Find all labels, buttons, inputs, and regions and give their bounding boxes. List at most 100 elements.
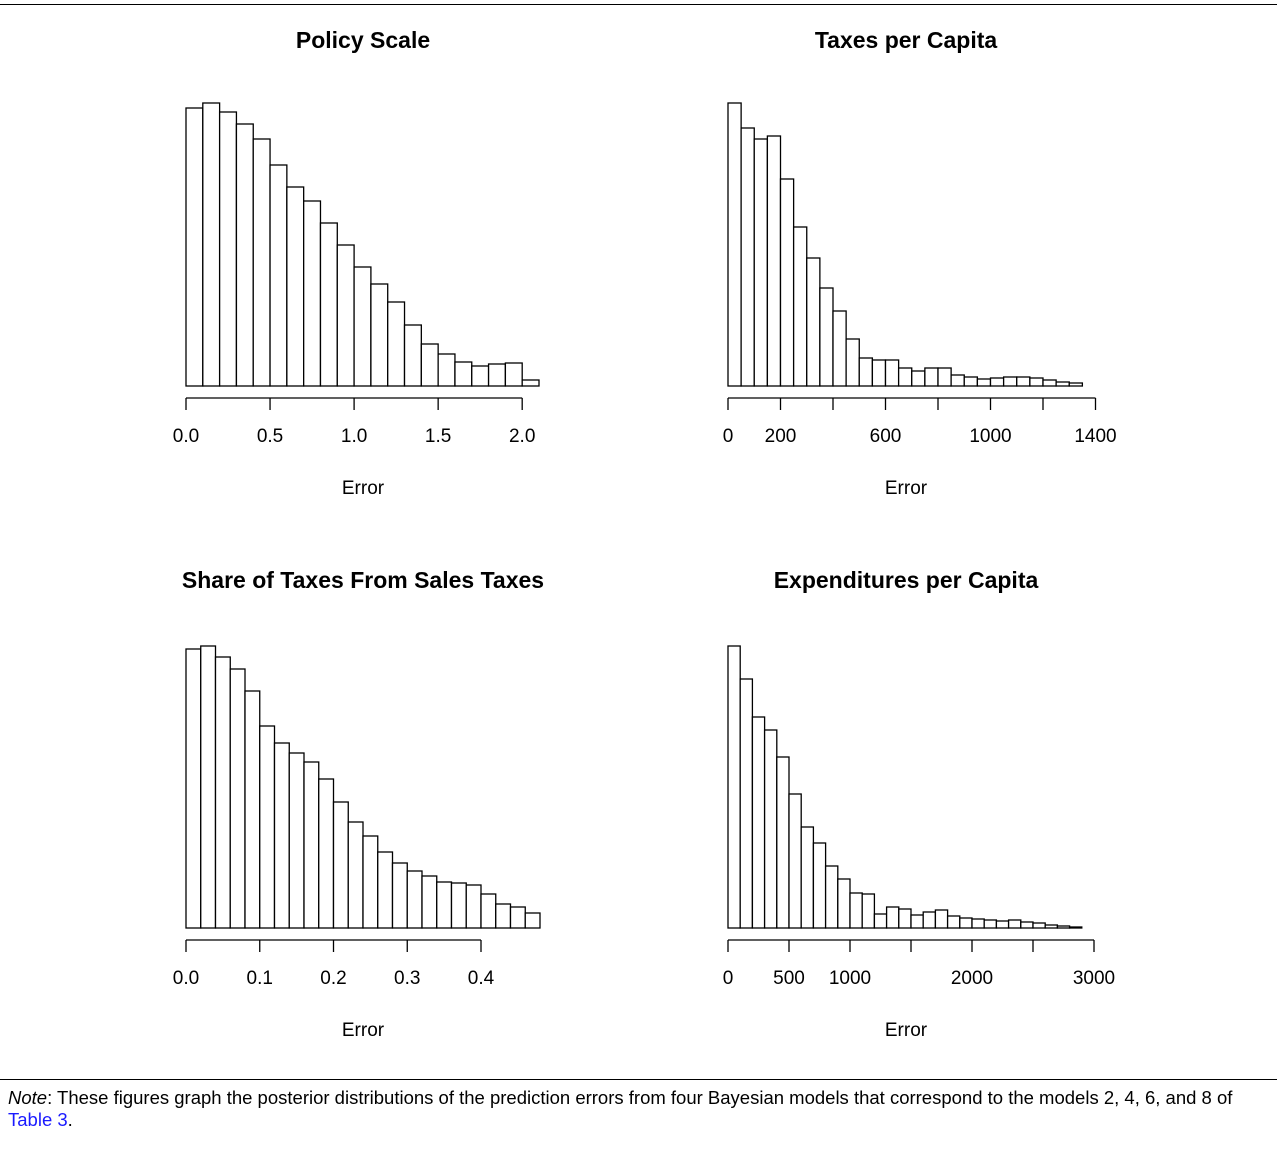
bar xyxy=(362,835,379,929)
chart-title: Policy Scale xyxy=(296,27,430,53)
bar xyxy=(871,359,887,387)
bar xyxy=(185,107,204,387)
bar xyxy=(739,678,754,929)
bar xyxy=(391,862,408,929)
note-rule xyxy=(0,1079,1277,1080)
x-tick-label: 1000 xyxy=(829,968,871,989)
bar xyxy=(202,102,221,387)
bar xyxy=(244,690,261,929)
x-tick-label: 600 xyxy=(870,426,902,447)
bar xyxy=(812,842,827,929)
bar xyxy=(1020,921,1034,929)
bar xyxy=(959,917,973,929)
bar xyxy=(740,127,755,387)
bar xyxy=(336,244,355,387)
x-axis-label: Error xyxy=(885,1020,928,1041)
note: Note: These figures graph the posterior … xyxy=(8,1087,1270,1131)
bar xyxy=(403,324,422,387)
bar xyxy=(898,908,912,929)
bar xyxy=(950,374,965,387)
bar xyxy=(437,353,456,387)
bar xyxy=(303,200,322,387)
bar xyxy=(288,752,305,929)
top-rule xyxy=(0,4,1277,5)
bar xyxy=(521,379,540,387)
bar xyxy=(235,123,254,387)
bar xyxy=(259,725,276,929)
bar xyxy=(273,742,290,929)
bar xyxy=(1016,376,1031,387)
bar xyxy=(318,778,335,929)
table-link[interactable]: Table 3 xyxy=(8,1109,68,1130)
bar xyxy=(229,668,246,929)
x-tick-label: 0.5 xyxy=(257,426,283,447)
bar xyxy=(849,892,863,929)
bar xyxy=(509,906,526,929)
bar xyxy=(885,906,900,929)
bar xyxy=(995,920,1010,929)
note-text: : These figures graph the posterior dist… xyxy=(47,1087,1233,1108)
bar xyxy=(837,878,851,929)
bar xyxy=(924,367,939,387)
bar xyxy=(806,257,821,387)
x-tick-label: 0 xyxy=(723,426,734,447)
bar xyxy=(480,893,497,929)
bar xyxy=(937,367,952,387)
bar xyxy=(911,370,926,387)
x-axis-label: Error xyxy=(342,1020,385,1041)
bar xyxy=(319,222,338,387)
bar xyxy=(897,367,913,387)
bar xyxy=(387,301,406,387)
bar xyxy=(370,283,389,387)
bar xyxy=(353,266,372,387)
bar xyxy=(884,359,900,387)
bar xyxy=(727,645,741,929)
bar xyxy=(971,918,985,929)
bar xyxy=(495,903,512,929)
chart-title: Expenditures per Capita xyxy=(774,567,1039,593)
bar xyxy=(800,826,815,929)
bar xyxy=(524,912,541,929)
bar xyxy=(421,875,438,929)
bar xyxy=(214,656,231,929)
bar xyxy=(1042,379,1057,387)
bar xyxy=(976,378,992,387)
bar xyxy=(487,363,507,387)
bar xyxy=(1032,922,1046,929)
bar xyxy=(504,362,523,387)
bar xyxy=(420,343,439,387)
bar xyxy=(218,111,238,387)
bar xyxy=(858,357,874,387)
bar xyxy=(910,914,924,929)
x-tick-label: 1.0 xyxy=(341,426,367,447)
figure: Policy Scale 0.0 0.5 1.0 1.5 2.0 Error Taxes pe… xyxy=(173,27,1117,1041)
bar xyxy=(983,919,998,929)
bar xyxy=(454,361,473,387)
note-label: Note xyxy=(8,1087,48,1108)
bar xyxy=(450,882,467,929)
bar xyxy=(465,884,482,929)
bar xyxy=(845,338,860,387)
bar xyxy=(332,801,349,929)
bar xyxy=(269,164,288,387)
bar xyxy=(471,365,490,387)
x-axis-label: Error xyxy=(885,478,928,499)
bar xyxy=(1055,381,1070,387)
x-tick-label: 0 xyxy=(723,968,734,989)
bar xyxy=(946,915,961,929)
x-tick-label: 1400 xyxy=(1074,426,1116,447)
x-axis-label: Error xyxy=(342,478,385,499)
bar xyxy=(1007,919,1022,929)
bar xyxy=(406,870,423,929)
x-tick-label: 0.0 xyxy=(173,426,199,447)
chart-title: Share of Taxes From Sales Taxes xyxy=(182,567,544,593)
bar xyxy=(347,821,364,929)
bar xyxy=(1002,376,1018,387)
x-tick-label: 3000 xyxy=(1073,968,1115,989)
chart-title: Taxes per Capita xyxy=(815,27,998,53)
bar xyxy=(1056,925,1071,929)
bar xyxy=(922,911,937,929)
bar xyxy=(303,761,320,929)
bar xyxy=(1068,926,1083,929)
x-tick-label: 2000 xyxy=(951,968,993,989)
